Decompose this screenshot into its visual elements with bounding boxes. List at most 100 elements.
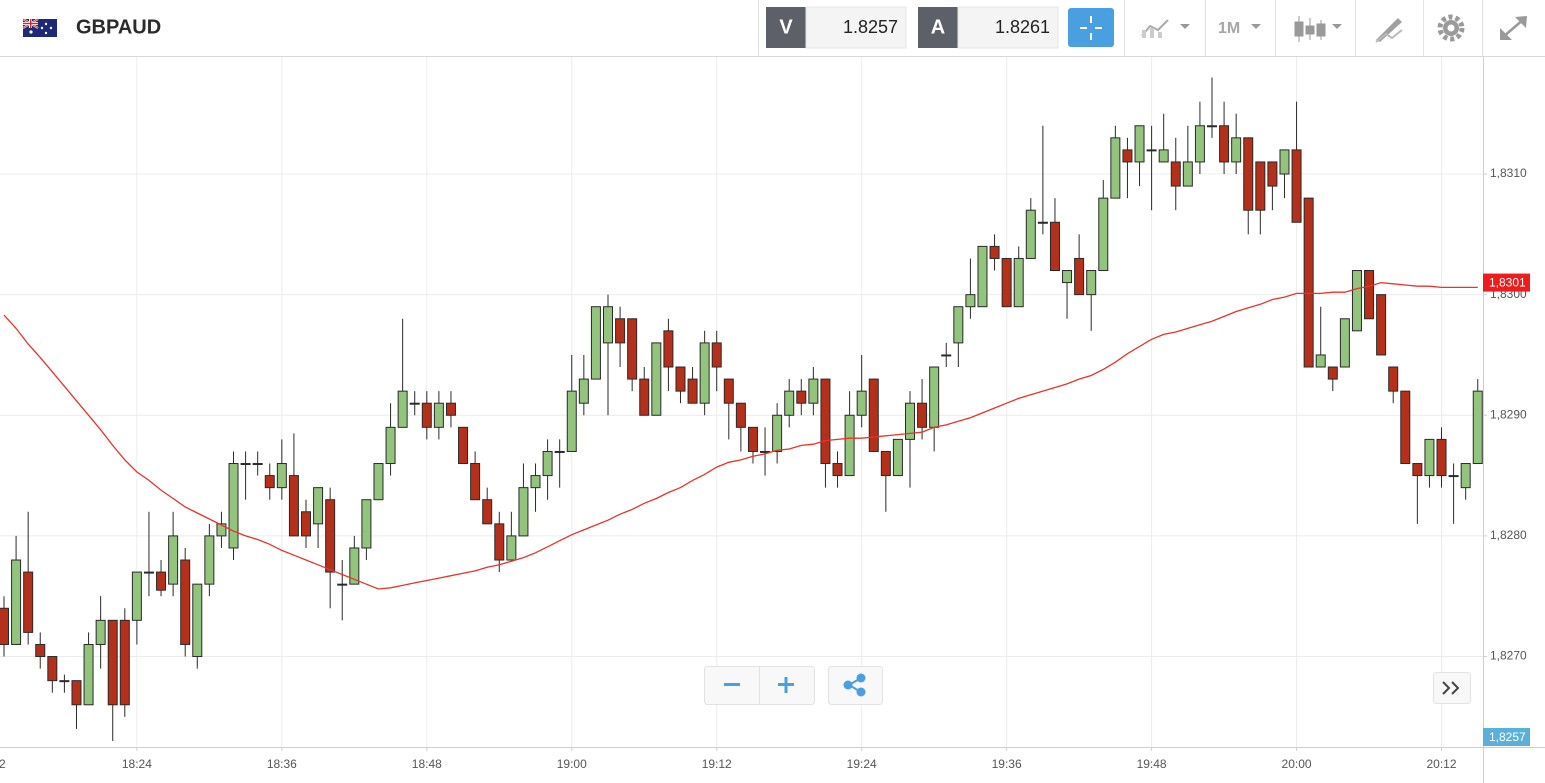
price-tag <box>1483 728 1530 746</box>
candle-body <box>131 571 142 621</box>
candle-body <box>192 583 203 658</box>
x-tick-label: 18:48 <box>412 757 442 771</box>
share-button[interactable] <box>828 666 883 705</box>
candle-body <box>917 402 928 428</box>
candle-body <box>204 535 215 585</box>
ask-button[interactable] <box>918 7 958 48</box>
zoom-in-button[interactable] <box>778 677 794 693</box>
candle-body <box>578 378 589 404</box>
candle-body <box>0 607 9 645</box>
y-tick-label: 1,8280 <box>1490 528 1527 542</box>
x-tick-label: 19:36 <box>992 757 1022 771</box>
x-tick-label: 18:24 <box>122 757 152 771</box>
candle-body <box>470 463 481 501</box>
candle-body <box>1049 221 1060 272</box>
price-tag-label: 1,8301 <box>1489 276 1526 290</box>
drawing-tools-button[interactable] <box>1375 18 1403 43</box>
zoom-out-button[interactable] <box>724 683 740 686</box>
candle-body <box>1339 318 1350 368</box>
candle-body <box>1110 137 1121 199</box>
candle-body <box>1146 149 1157 152</box>
candle-body <box>95 619 106 645</box>
candle-body <box>409 402 420 405</box>
candle-body <box>397 390 408 428</box>
candle-style-button[interactable] <box>1294 16 1342 42</box>
candle-body <box>1327 366 1338 380</box>
candle-body <box>1460 463 1471 489</box>
candle-body <box>1001 257 1012 308</box>
bid-label: V <box>779 16 793 38</box>
candle-body <box>530 475 541 489</box>
candle-body <box>1448 475 1459 478</box>
candle-body <box>156 571 167 591</box>
candle-body <box>905 402 915 440</box>
candle-body <box>119 619 130 706</box>
candle-body <box>1134 125 1145 163</box>
plot-area <box>0 77 1483 741</box>
candle-body <box>445 402 456 416</box>
candle-body <box>651 342 662 416</box>
x-tick-label: 20:12 <box>1427 757 1457 771</box>
candle-body <box>1207 125 1217 128</box>
candle-body <box>929 366 940 428</box>
candle-body <box>1436 438 1447 477</box>
price-tag-label: 1,8257 <box>1489 730 1526 744</box>
candle-body <box>1279 149 1290 175</box>
candle-body <box>373 463 384 501</box>
candle-body <box>71 680 82 706</box>
candle-body <box>180 559 191 645</box>
flag-icon <box>22 18 57 37</box>
candle-body <box>1182 161 1193 187</box>
candle-body <box>615 318 626 344</box>
candle-body <box>953 306 964 344</box>
crosshair-icon <box>1080 16 1102 40</box>
x-tick-label: 19:24 <box>847 757 877 771</box>
candle-body <box>288 475 299 537</box>
candle-body <box>844 414 855 477</box>
candle-body <box>143 571 154 574</box>
candle-body <box>35 643 46 658</box>
chart-type-button[interactable] <box>1141 19 1190 38</box>
candle-body <box>603 306 613 344</box>
fullscreen-button[interactable] <box>1500 16 1527 40</box>
candle-body <box>808 378 819 404</box>
candle-body <box>1037 221 1048 224</box>
scroll-end-button[interactable] <box>1433 672 1471 704</box>
x-tick-label: 19:12 <box>702 757 732 771</box>
candle-body <box>772 414 783 452</box>
candle-body <box>83 643 94 706</box>
candle-body <box>554 450 565 453</box>
candle-body <box>675 366 686 392</box>
crosshair-button[interactable] <box>1068 8 1114 47</box>
candle-body <box>313 487 324 525</box>
x-tick-label: 19:00 <box>557 757 587 771</box>
candle-body <box>23 571 34 633</box>
candle-body <box>639 378 650 416</box>
candle-body <box>1013 257 1024 308</box>
scroll-icon <box>1442 681 1451 695</box>
timeframe[interactable]: 1M <box>1218 20 1240 37</box>
zoom-controls <box>704 666 1471 705</box>
x-tick-label: 20:00 <box>1282 757 1312 771</box>
candle-body <box>240 463 251 466</box>
moving-average-line <box>3 281 1478 590</box>
candle-body <box>735 402 746 428</box>
candle-body <box>458 426 469 465</box>
bid-button[interactable] <box>766 7 806 48</box>
y-tick-label: 1,8290 <box>1490 407 1527 421</box>
candle-body <box>542 450 553 477</box>
x-tick-label: 19:48 <box>1137 757 1167 771</box>
candle-body <box>687 378 698 404</box>
candle-body <box>11 559 22 645</box>
candle-body <box>941 354 952 357</box>
candle-body <box>1315 354 1326 368</box>
candle-body <box>711 342 722 368</box>
candle-body <box>1243 137 1254 211</box>
candle-body <box>723 378 734 404</box>
candle-body <box>832 463 843 477</box>
x-tick-label-cut: 2 <box>0 757 6 771</box>
candle-body <box>228 463 239 549</box>
settings-button[interactable] <box>1437 14 1465 42</box>
candle-body <box>59 680 70 683</box>
